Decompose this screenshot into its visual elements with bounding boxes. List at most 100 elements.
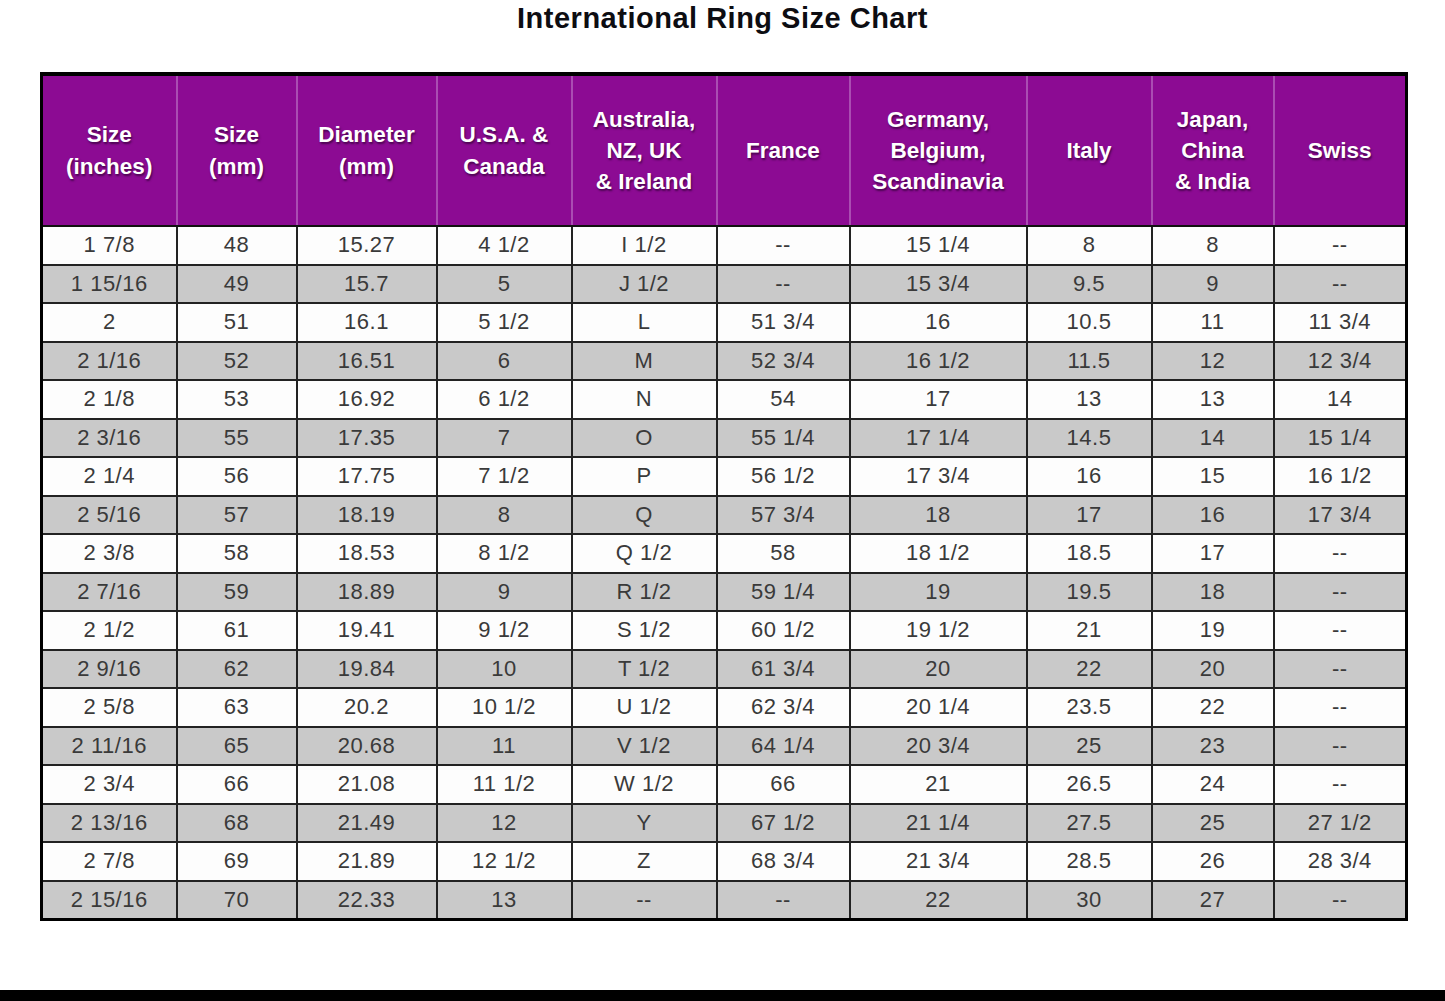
table-cell-u-s-a-canada: 11 1/2	[437, 765, 572, 804]
table-cell-germany-belgium-scandinavia: 19	[850, 573, 1027, 612]
table-row: 2 1/45617.757 1/2P56 1/217 3/4161516 1/2	[42, 457, 1407, 496]
table-cell-germany-belgium-scandinavia: 18	[850, 496, 1027, 535]
table-cell-italy: 14.5	[1027, 419, 1152, 458]
table-cell-japan-china-india: 23	[1152, 727, 1274, 766]
header-row: Size (inches)Size (mm)Diameter (mm)U.S.A…	[42, 74, 1407, 226]
page-title: International Ring Size Chart	[0, 0, 1445, 35]
table-cell-japan-china-india: 27	[1152, 881, 1274, 920]
table-row: 2 3/85818.538 1/2Q 1/25818 1/218.517--	[42, 534, 1407, 573]
table-cell-italy: 17	[1027, 496, 1152, 535]
table-cell-swiss: --	[1274, 265, 1407, 304]
table-cell-size-mm: 59	[177, 573, 297, 612]
table-cell-japan-china-india: 25	[1152, 804, 1274, 843]
column-header-germany-belgium-scandinavia: Germany, Belgium, Scandinavia	[850, 74, 1027, 226]
table-cell-germany-belgium-scandinavia: 21 1/4	[850, 804, 1027, 843]
table-cell-u-s-a-canada: 6 1/2	[437, 380, 572, 419]
table-cell-france: 57 3/4	[717, 496, 850, 535]
table-cell-france: 64 1/4	[717, 727, 850, 766]
table-cell-diameter-mm: 15.27	[297, 226, 437, 265]
table-cell-australia-nz-uk-ireland: T 1/2	[572, 650, 717, 689]
column-header-size-mm: Size (mm)	[177, 74, 297, 226]
table-cell-swiss: 27 1/2	[1274, 804, 1407, 843]
table-cell-diameter-mm: 18.53	[297, 534, 437, 573]
table-cell-size-mm: 56	[177, 457, 297, 496]
table-cell-diameter-mm: 20.2	[297, 688, 437, 727]
table-cell-germany-belgium-scandinavia: 21	[850, 765, 1027, 804]
table-cell-france: 51 3/4	[717, 303, 850, 342]
table-cell-japan-china-india: 15	[1152, 457, 1274, 496]
table-body: 1 7/84815.274 1/2I 1/2--15 1/488--1 15/1…	[42, 226, 1407, 919]
table-cell-u-s-a-canada: 10	[437, 650, 572, 689]
table-row: 2 7/165918.899R 1/259 1/41919.518--	[42, 573, 1407, 612]
table-cell-u-s-a-canada: 9	[437, 573, 572, 612]
table-cell-size-inches: 2 1/4	[42, 457, 177, 496]
table-cell-italy: 27.5	[1027, 804, 1152, 843]
table-cell-swiss: --	[1274, 611, 1407, 650]
table-cell-diameter-mm: 17.35	[297, 419, 437, 458]
table-cell-diameter-mm: 20.68	[297, 727, 437, 766]
table-cell-u-s-a-canada: 10 1/2	[437, 688, 572, 727]
table-row: 2 9/166219.8410T 1/261 3/4202220--	[42, 650, 1407, 689]
table-cell-size-inches: 2 7/16	[42, 573, 177, 612]
table-cell-u-s-a-canada: 8 1/2	[437, 534, 572, 573]
table-cell-u-s-a-canada: 7 1/2	[437, 457, 572, 496]
table-cell-japan-china-india: 20	[1152, 650, 1274, 689]
table-cell-italy: 23.5	[1027, 688, 1152, 727]
table-cell-australia-nz-uk-ireland: V 1/2	[572, 727, 717, 766]
table-cell-japan-china-india: 8	[1152, 226, 1274, 265]
table-cell-japan-china-india: 16	[1152, 496, 1274, 535]
table-cell-size-inches: 2 3/16	[42, 419, 177, 458]
column-header-france: France	[717, 74, 850, 226]
table-cell-u-s-a-canada: 12	[437, 804, 572, 843]
table-cell-diameter-mm: 16.51	[297, 342, 437, 381]
table-cell-italy: 28.5	[1027, 842, 1152, 881]
table-cell-diameter-mm: 15.7	[297, 265, 437, 304]
table-row: 2 3/46621.0811 1/2W 1/2662126.524--	[42, 765, 1407, 804]
table-cell-italy: 19.5	[1027, 573, 1152, 612]
table-cell-swiss: --	[1274, 688, 1407, 727]
table-cell-japan-china-india: 22	[1152, 688, 1274, 727]
table-row: 1 7/84815.274 1/2I 1/2--15 1/488--	[42, 226, 1407, 265]
table-cell-australia-nz-uk-ireland: R 1/2	[572, 573, 717, 612]
table-cell-u-s-a-canada: 12 1/2	[437, 842, 572, 881]
bottom-border-bar	[0, 990, 1445, 1001]
table-cell-diameter-mm: 16.1	[297, 303, 437, 342]
table-cell-size-mm: 68	[177, 804, 297, 843]
table-row: 2 1/26119.419 1/2S 1/260 1/219 1/22119--	[42, 611, 1407, 650]
table-cell-u-s-a-canada: 8	[437, 496, 572, 535]
table-cell-italy: 10.5	[1027, 303, 1152, 342]
table-cell-diameter-mm: 19.41	[297, 611, 437, 650]
table-cell-france: --	[717, 265, 850, 304]
table-cell-diameter-mm: 21.89	[297, 842, 437, 881]
table-cell-france: 55 1/4	[717, 419, 850, 458]
table-cell-size-inches: 2 1/8	[42, 380, 177, 419]
table-cell-germany-belgium-scandinavia: 22	[850, 881, 1027, 920]
table-cell-diameter-mm: 22.33	[297, 881, 437, 920]
table-cell-diameter-mm: 21.49	[297, 804, 437, 843]
table-cell-france: 61 3/4	[717, 650, 850, 689]
table-cell-size-mm: 58	[177, 534, 297, 573]
table-cell-germany-belgium-scandinavia: 15 3/4	[850, 265, 1027, 304]
table-cell-australia-nz-uk-ireland: --	[572, 881, 717, 920]
table-cell-germany-belgium-scandinavia: 21 3/4	[850, 842, 1027, 881]
table-cell-france: 67 1/2	[717, 804, 850, 843]
ring-size-chart-container: Size (inches)Size (mm)Diameter (mm)U.S.A…	[40, 72, 1405, 921]
table-cell-france: 56 1/2	[717, 457, 850, 496]
table-cell-france: --	[717, 881, 850, 920]
ring-size-table: Size (inches)Size (mm)Diameter (mm)U.S.A…	[40, 72, 1408, 921]
table-cell-swiss: 28 3/4	[1274, 842, 1407, 881]
table-cell-france: 66	[717, 765, 850, 804]
table-cell-swiss: 16 1/2	[1274, 457, 1407, 496]
table-cell-size-mm: 55	[177, 419, 297, 458]
table-cell-italy: 11.5	[1027, 342, 1152, 381]
table-cell-u-s-a-canada: 11	[437, 727, 572, 766]
table-cell-france: 58	[717, 534, 850, 573]
table-cell-u-s-a-canada: 13	[437, 881, 572, 920]
table-cell-size-mm: 70	[177, 881, 297, 920]
table-cell-australia-nz-uk-ireland: Z	[572, 842, 717, 881]
table-row: 1 15/164915.75J 1/2--15 3/49.59--	[42, 265, 1407, 304]
table-cell-italy: 25	[1027, 727, 1152, 766]
column-header-italy: Italy	[1027, 74, 1152, 226]
table-cell-australia-nz-uk-ireland: N	[572, 380, 717, 419]
table-cell-size-mm: 62	[177, 650, 297, 689]
